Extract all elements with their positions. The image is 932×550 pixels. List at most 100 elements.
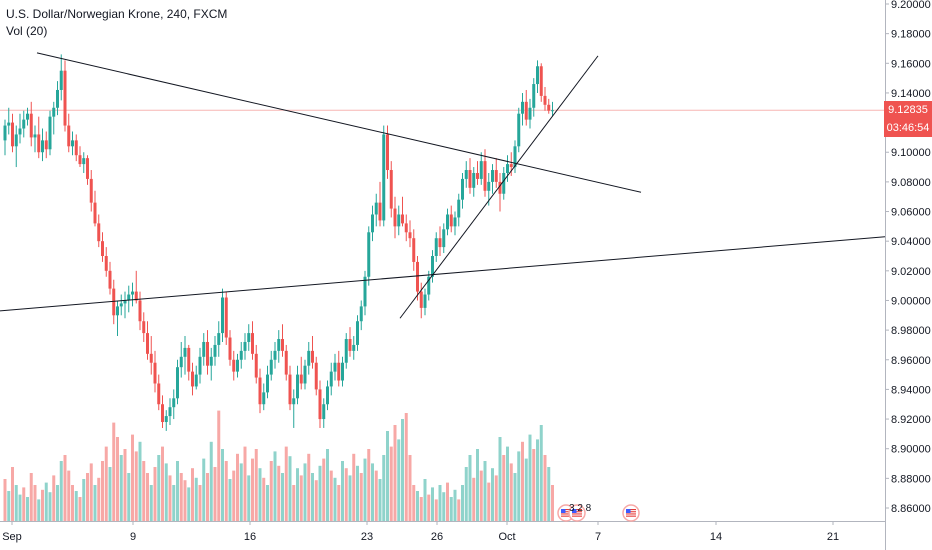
candle-body[interactable] xyxy=(153,362,157,384)
candle-body[interactable] xyxy=(359,306,363,322)
candle-body[interactable] xyxy=(502,172,506,194)
candle-body[interactable] xyxy=(142,321,146,334)
candle-body[interactable] xyxy=(311,350,314,363)
candle-body[interactable] xyxy=(108,270,112,289)
candle-body[interactable] xyxy=(67,125,71,147)
candle-body[interactable] xyxy=(86,158,89,179)
candle-body[interactable] xyxy=(202,341,206,357)
candle-body[interactable] xyxy=(464,170,468,179)
candle-body[interactable] xyxy=(71,140,74,147)
candle-body[interactable] xyxy=(506,164,509,173)
candle-body[interactable] xyxy=(266,374,269,393)
candle-body[interactable] xyxy=(63,70,67,126)
candle-body[interactable] xyxy=(18,128,22,135)
candle-body[interactable] xyxy=(161,404,164,423)
candle-body[interactable] xyxy=(517,113,521,147)
candle-body[interactable] xyxy=(524,101,528,120)
candle-body[interactable] xyxy=(468,170,472,188)
candle-body[interactable] xyxy=(206,341,209,366)
candle-body[interactable] xyxy=(269,359,273,375)
candle-body[interactable] xyxy=(236,359,239,372)
candle-body[interactable] xyxy=(333,362,337,372)
candle-body[interactable] xyxy=(543,95,547,105)
candle-body[interactable] xyxy=(528,107,532,120)
candle-body[interactable] xyxy=(228,337,232,360)
candle-body[interactable] xyxy=(127,294,131,301)
trendline-descending-resistance[interactable] xyxy=(36,52,642,193)
candle-body[interactable] xyxy=(461,178,464,200)
candle-body[interactable] xyxy=(363,276,367,307)
candle-body[interactable] xyxy=(404,223,408,233)
candle-body[interactable] xyxy=(74,140,78,156)
candle-body[interactable] xyxy=(491,170,494,182)
candle-body[interactable] xyxy=(243,341,247,351)
candle-body[interactable] xyxy=(194,374,198,387)
candle-body[interactable] xyxy=(498,181,502,194)
candle-body[interactable] xyxy=(299,374,303,384)
candle-body[interactable] xyxy=(547,104,551,111)
candle-body[interactable] xyxy=(487,181,491,191)
candle-body[interactable] xyxy=(539,66,543,96)
candle-body[interactable] xyxy=(322,404,326,420)
candle-body[interactable] xyxy=(89,178,93,203)
candle-body[interactable] xyxy=(449,214,453,227)
us-flag-icon[interactable] xyxy=(568,504,586,522)
candle-body[interactable] xyxy=(3,125,7,141)
symbol-title[interactable]: U.S. Dollar/Norwegian Krone, 240, FXCM xyxy=(6,7,228,21)
candle-body[interactable] xyxy=(434,238,438,256)
candle-body[interactable] xyxy=(378,202,382,221)
candle-body[interactable] xyxy=(221,297,224,334)
candle-body[interactable] xyxy=(412,238,416,262)
candle-body[interactable] xyxy=(281,339,284,351)
candle-body[interactable] xyxy=(494,170,498,182)
candle-body[interactable] xyxy=(97,223,101,242)
candle-body[interactable] xyxy=(232,359,236,372)
candle-body[interactable] xyxy=(198,356,202,375)
candle-body[interactable] xyxy=(179,356,183,368)
candle-body[interactable] xyxy=(59,70,63,90)
candle-body[interactable] xyxy=(101,241,104,256)
candle-body[interactable] xyxy=(262,392,266,405)
candle-body[interactable] xyxy=(119,303,123,307)
candle-body[interactable] xyxy=(326,386,329,405)
candle-body[interactable] xyxy=(318,389,322,420)
candle-body[interactable] xyxy=(419,291,423,308)
candle-body[interactable] xyxy=(356,321,359,345)
candle-body[interactable] xyxy=(374,202,378,215)
candle-body[interactable] xyxy=(48,116,52,150)
candle-body[interactable] xyxy=(457,199,461,218)
candle-body[interactable] xyxy=(258,377,262,405)
candle-body[interactable] xyxy=(314,362,318,390)
candle-body[interactable] xyxy=(536,66,539,85)
candle-body[interactable] xyxy=(209,356,213,366)
candle-body[interactable] xyxy=(386,134,389,171)
candle-body[interactable] xyxy=(371,214,374,233)
candle-body[interactable] xyxy=(479,161,483,179)
candle-body[interactable] xyxy=(442,229,446,248)
candle-body[interactable] xyxy=(187,347,191,372)
candle-body[interactable] xyxy=(284,350,288,375)
candle-body[interactable] xyxy=(341,362,344,381)
candle-body[interactable] xyxy=(348,339,352,351)
candle-body[interactable] xyxy=(213,344,217,357)
candle-body[interactable] xyxy=(367,232,371,277)
candle-body[interactable] xyxy=(172,398,176,408)
candle-body[interactable] xyxy=(307,350,311,366)
candle-body[interactable] xyxy=(393,208,397,227)
candle-body[interactable] xyxy=(277,339,281,351)
candle-body[interactable] xyxy=(134,291,138,301)
candle-body[interactable] xyxy=(56,89,59,108)
us-flag-icon[interactable] xyxy=(622,504,640,522)
candle-body[interactable] xyxy=(131,291,134,295)
volume-indicator-label[interactable]: Vol (20) xyxy=(6,24,48,38)
candle-body[interactable] xyxy=(7,122,11,126)
candle-body[interactable] xyxy=(224,297,228,338)
candle-body[interactable] xyxy=(14,134,18,147)
candle-body[interactable] xyxy=(296,374,299,399)
candle-body[interactable] xyxy=(149,353,153,363)
candle-body[interactable] xyxy=(11,122,14,147)
candle-body[interactable] xyxy=(438,238,442,248)
candle-body[interactable] xyxy=(168,407,172,417)
